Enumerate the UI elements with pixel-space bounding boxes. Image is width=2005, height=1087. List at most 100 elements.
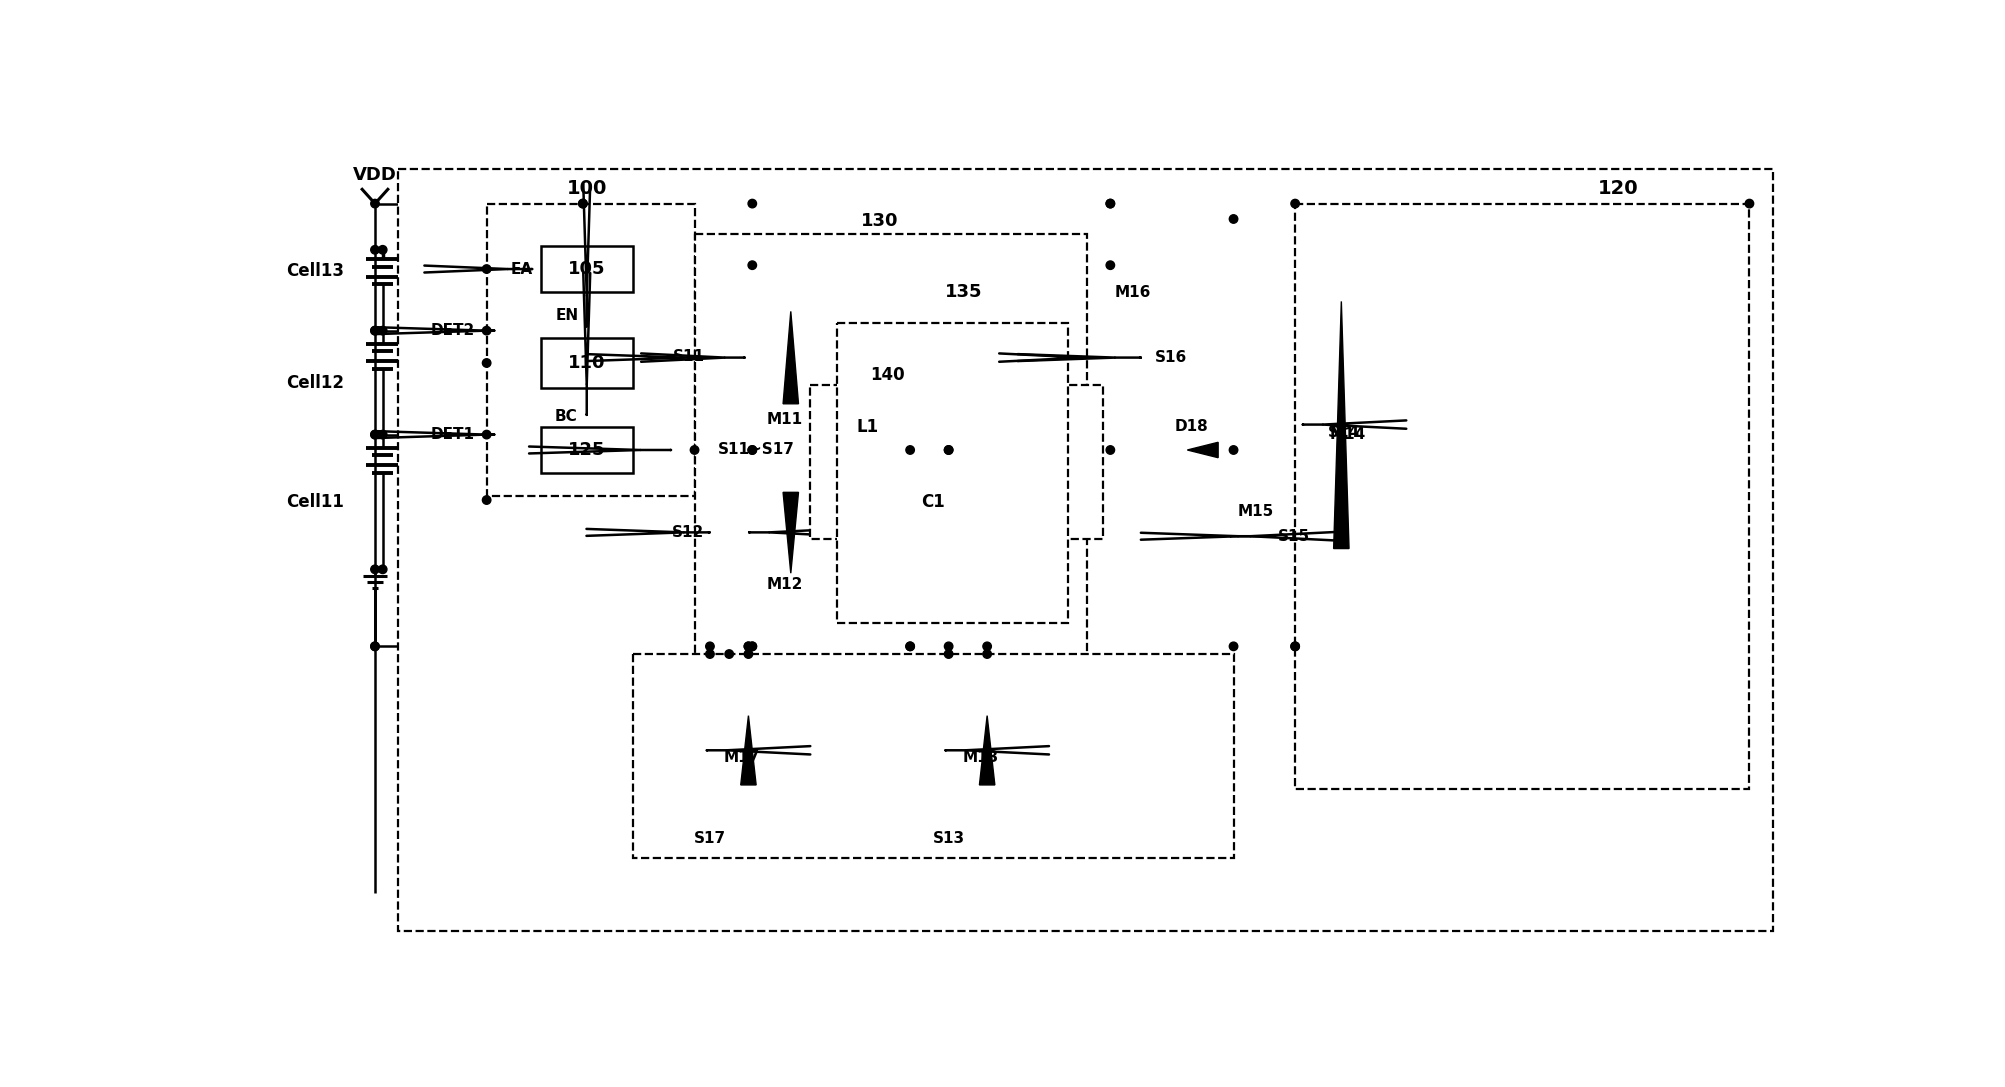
Circle shape (690, 446, 700, 454)
Bar (541, 246, 634, 292)
Circle shape (748, 446, 756, 454)
Circle shape (1229, 215, 1237, 223)
Circle shape (379, 565, 387, 574)
Text: 125: 125 (567, 441, 606, 459)
Polygon shape (978, 715, 994, 785)
Text: S12: S12 (672, 525, 704, 540)
Text: L1: L1 (856, 417, 878, 436)
Circle shape (944, 642, 952, 651)
Circle shape (1229, 446, 1237, 454)
Circle shape (748, 199, 756, 208)
Text: DET2: DET2 (431, 323, 475, 338)
Circle shape (371, 430, 379, 439)
Circle shape (906, 446, 914, 454)
Text: Cell12: Cell12 (287, 374, 345, 391)
Polygon shape (1333, 301, 1349, 549)
Circle shape (371, 565, 379, 574)
Circle shape (483, 430, 491, 439)
Bar (399, 168, 1772, 932)
Circle shape (748, 642, 756, 651)
Circle shape (944, 446, 952, 454)
Bar (694, 235, 1087, 658)
Circle shape (1291, 642, 1299, 651)
Circle shape (379, 246, 387, 254)
Text: M14: M14 (1329, 427, 1365, 442)
Text: Cell11: Cell11 (287, 493, 345, 511)
Text: S11: S11 (672, 349, 704, 363)
Text: 100: 100 (567, 178, 608, 198)
Text: 130: 130 (860, 212, 898, 230)
Circle shape (982, 650, 990, 659)
Text: BC: BC (555, 410, 577, 424)
Text: DET1: DET1 (431, 427, 475, 442)
Circle shape (748, 261, 756, 270)
Circle shape (371, 199, 379, 208)
Text: M11: M11 (766, 412, 802, 427)
Circle shape (748, 642, 756, 651)
Circle shape (1107, 199, 1115, 208)
Text: S17: S17 (694, 832, 726, 847)
Text: M13: M13 (962, 750, 998, 765)
Circle shape (744, 642, 752, 651)
Bar (810, 385, 1103, 538)
Polygon shape (784, 311, 798, 403)
Polygon shape (740, 715, 756, 785)
Polygon shape (784, 492, 798, 573)
Circle shape (1107, 261, 1115, 270)
Circle shape (906, 642, 914, 651)
Text: 110: 110 (567, 354, 606, 372)
Bar (836, 323, 1069, 623)
Text: M17: M17 (724, 750, 760, 765)
Text: M16: M16 (1115, 285, 1151, 300)
Text: 140: 140 (870, 366, 904, 385)
Text: D18: D18 (1175, 420, 1209, 435)
Circle shape (483, 326, 491, 335)
Circle shape (744, 650, 752, 659)
Circle shape (371, 642, 379, 651)
Circle shape (706, 642, 714, 651)
Bar (634, 654, 1233, 858)
Polygon shape (1187, 442, 1219, 458)
Circle shape (706, 650, 714, 659)
Bar (541, 427, 634, 473)
Text: S16: S16 (1155, 350, 1187, 365)
Circle shape (1107, 199, 1115, 208)
Text: M15: M15 (1237, 504, 1273, 520)
Circle shape (748, 446, 756, 454)
Text: M12: M12 (766, 577, 802, 592)
Circle shape (579, 199, 587, 208)
Text: EN: EN (555, 308, 579, 323)
Text: S13: S13 (932, 832, 964, 847)
Circle shape (1744, 199, 1754, 208)
Text: VDD: VDD (353, 166, 397, 184)
Circle shape (1291, 642, 1299, 651)
Circle shape (483, 265, 491, 273)
Circle shape (371, 642, 379, 651)
Bar (541, 338, 634, 388)
Circle shape (906, 642, 914, 651)
Bar (1295, 203, 1750, 789)
Circle shape (379, 326, 387, 335)
Text: Cell13: Cell13 (287, 262, 345, 280)
Circle shape (483, 359, 491, 367)
Text: S15: S15 (1279, 528, 1311, 544)
Circle shape (1107, 446, 1115, 454)
Circle shape (944, 446, 952, 454)
Circle shape (379, 430, 387, 439)
Text: S14: S14 (1327, 425, 1359, 440)
Text: C1: C1 (922, 493, 944, 511)
Bar (487, 203, 694, 496)
Circle shape (1291, 199, 1299, 208)
Circle shape (371, 326, 379, 335)
Text: S11~S17: S11~S17 (718, 442, 794, 458)
Circle shape (744, 642, 752, 651)
Circle shape (944, 650, 952, 659)
Text: EA: EA (511, 262, 533, 276)
Text: 105: 105 (567, 260, 606, 278)
Circle shape (371, 246, 379, 254)
Circle shape (726, 650, 734, 659)
Circle shape (579, 199, 587, 208)
Circle shape (1229, 642, 1237, 651)
Text: 135: 135 (944, 283, 982, 301)
Text: 120: 120 (1598, 178, 1638, 198)
